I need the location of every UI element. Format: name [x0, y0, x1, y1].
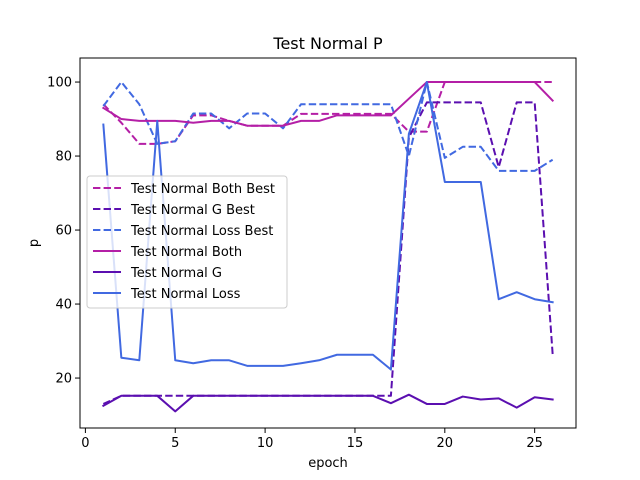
legend-label: Test Normal Both — [130, 245, 242, 260]
series-line-5 — [102, 393, 554, 413]
legend: Test Normal Both Best Test Normal G Best T… — [86, 175, 288, 309]
x-tick-label: 25 — [526, 436, 543, 451]
x-tick-label: 0 — [81, 436, 89, 451]
y-tick-label: 100 — [47, 76, 72, 91]
plot-frame — [79, 57, 577, 429]
y-axis-ticks: 20 40 60 80 100 — [47, 76, 80, 387]
x-tick-label: 5 — [171, 436, 179, 451]
y-tick-label: 40 — [55, 298, 72, 313]
series-line-6 — [102, 81, 554, 371]
legend-label: Test Normal G — [130, 266, 222, 281]
x-axis-ticks: 0 5 10 15 20 25 — [81, 428, 543, 451]
legend-frame — [86, 175, 288, 309]
legend-label: Test Normal Both Best — [130, 182, 275, 197]
series-line-4 — [101, 81, 555, 127]
x-tick-label: 10 — [257, 436, 274, 451]
legend-label: Test Normal G Best — [130, 203, 255, 218]
x-axis-label: epoch — [308, 456, 348, 471]
legend-label: Test Normal Loss Best — [130, 224, 273, 239]
x-tick-label: 15 — [347, 436, 364, 451]
y-tick-label: 60 — [55, 224, 72, 239]
series-line-1 — [102, 81, 553, 145]
x-tick-label: 20 — [437, 436, 454, 451]
y-tick-label: 80 — [55, 150, 72, 165]
legend-label: Test Normal Loss — [130, 287, 241, 302]
y-tick-label: 20 — [55, 372, 72, 387]
y-axis-label: p — [27, 239, 42, 247]
chart-title: Test Normal P — [272, 34, 383, 53]
series-layer — [101, 81, 555, 413]
